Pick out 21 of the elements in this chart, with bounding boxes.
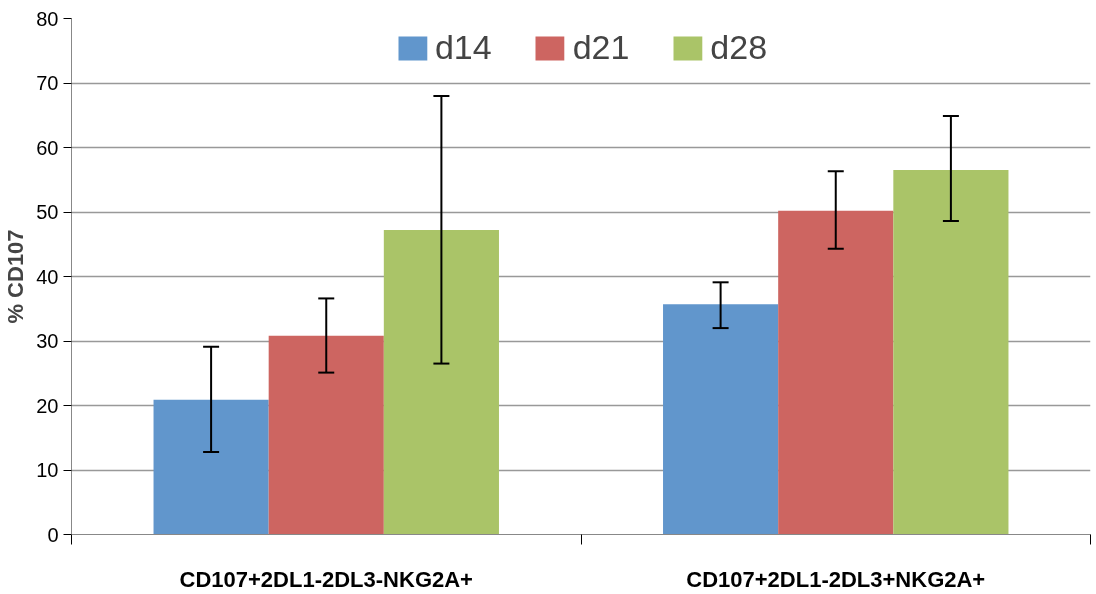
y-tick-label: 80 <box>36 7 59 30</box>
bar <box>268 335 384 535</box>
bar <box>893 170 1009 535</box>
x-tick-label: CD107+2DL1-2DL3-NKG2A+ <box>179 566 473 592</box>
y-tick-label: 40 <box>36 265 59 288</box>
legend-label: d28 <box>710 28 768 67</box>
y-tick-label: 50 <box>36 201 59 223</box>
y-tick-label: 0 <box>47 523 59 546</box>
y-tick-label: 30 <box>36 330 59 352</box>
y-axis-title: % CD107 <box>3 229 29 324</box>
legend-label: d14 <box>434 28 492 67</box>
bar <box>663 304 779 535</box>
y-tick-label: 60 <box>36 136 59 159</box>
bar <box>778 210 894 535</box>
legend-label: d21 <box>572 28 630 67</box>
x-tick-label: CD107+2DL1-2DL3+NKG2A+ <box>686 566 986 592</box>
y-tick-label: 10 <box>36 459 59 481</box>
y-tick-label: 70 <box>36 72 59 94</box>
bar <box>383 230 499 535</box>
bar <box>153 399 269 535</box>
y-tick-label: 20 <box>36 394 59 417</box>
